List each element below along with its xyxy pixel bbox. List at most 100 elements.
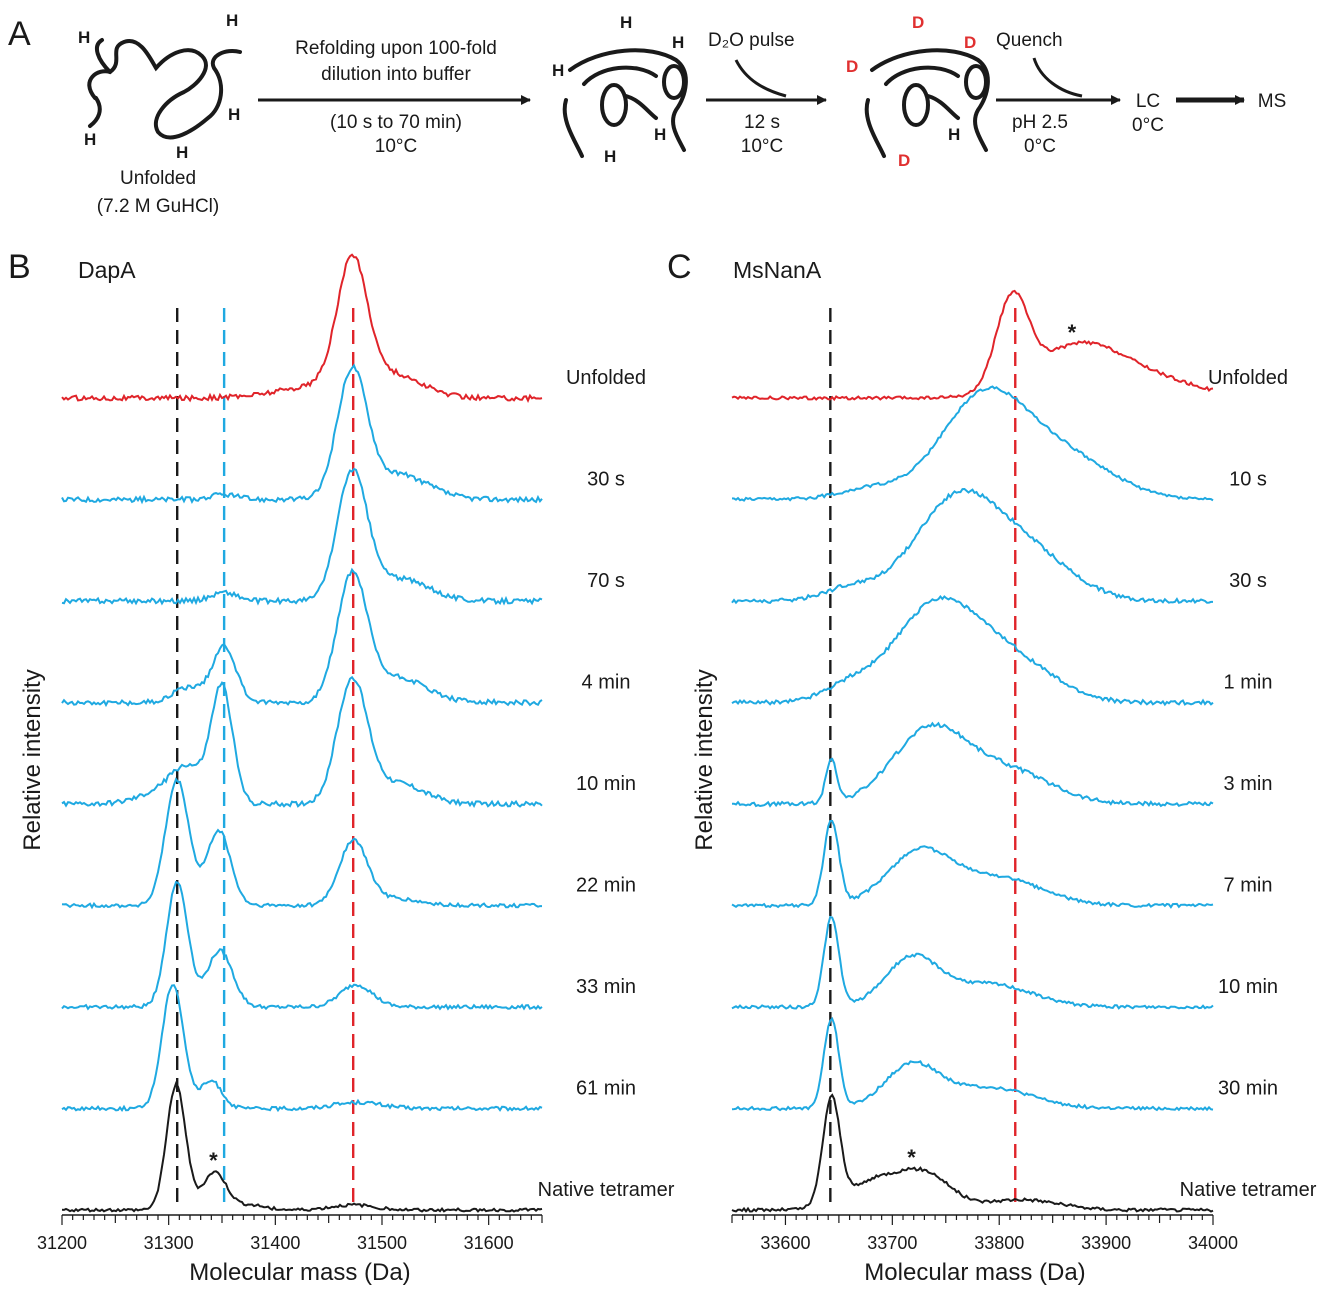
msnana-series-label: 30 min [1218, 1078, 1278, 1100]
quench-label: Quench [996, 30, 1063, 51]
msnana-series-label: 30 s [1229, 570, 1267, 592]
dapa-trace-61-min [61, 984, 543, 1113]
msnana-plot-area: Unfolded * 10 s 30 s 1 min 3 min 7 min 10 min 30… [731, 289, 1317, 1253]
msnana-chart-panel: C MsNanA Unfolded * 10 s 30 s 1 min 3 min 7 mi… [667, 248, 1317, 1286]
dapa-series-label: 30 s [587, 469, 625, 491]
msnana-series-label: 3 min [1224, 773, 1273, 795]
msnana-trace-1-min [731, 595, 1214, 707]
dapa-annotation-star: * [209, 1148, 218, 1173]
h-label: H [620, 13, 632, 32]
d2o-temp: 10°C [741, 136, 783, 157]
dapa-trace-native-tetramer [61, 1081, 543, 1213]
msnana-series-label: 1 min [1224, 672, 1273, 694]
dapa-series-label: 70 s [587, 570, 625, 592]
msnana-ylabel: Relative intensity [691, 669, 718, 850]
dapa-chart-panel: B DapA Unfolded 30 s 70 s 4 min 10 min 22 min… [8, 248, 675, 1286]
folded-protein-icon [562, 48, 688, 158]
scheme-panel: A H H H H H Unfolded (7.2 M GuHCl) Refol… [8, 11, 1286, 217]
dapa-x-tick-label: 31200 [37, 1233, 87, 1253]
h-label: H [552, 61, 564, 80]
dapa-x-tick-label: 31400 [250, 1233, 300, 1253]
dapa-trace-33-min [61, 880, 543, 1011]
h-label: H [176, 143, 188, 162]
dapa-series-label: 22 min [576, 875, 636, 897]
d2o-time: 12 s [744, 112, 780, 133]
deuterium-labels: D D D D H [846, 13, 976, 170]
dapa-title: DapA [78, 257, 136, 283]
dapa-x-tick-label: 31300 [144, 1233, 194, 1253]
refolding-text-2: dilution into buffer [321, 64, 471, 85]
dapa-plot-area: Unfolded 30 s 70 s 4 min 10 min 22 min 33 min 6… [37, 253, 675, 1253]
msnana-series-label: Native tetramer [1180, 1179, 1317, 1201]
dapa-trace-70-s [61, 467, 543, 606]
panel-label-c: C [667, 248, 692, 286]
d2o-inlet-icon [734, 59, 787, 98]
dapa-trace-10-min [61, 675, 543, 808]
dapa-ylabel: Relative intensity [19, 669, 46, 850]
quench-temp: 0°C [1024, 136, 1056, 157]
msnana-x-tick-label: 33700 [867, 1233, 917, 1253]
folded-h-labels: H H H H H [552, 13, 684, 166]
d-label: D [964, 33, 976, 52]
msnana-x-tick-label: 33600 [760, 1233, 810, 1253]
msnana-series-label: 7 min [1224, 875, 1273, 897]
msnana-title: MsNanA [733, 257, 822, 283]
unfolded-condition: (7.2 M GuHCl) [97, 196, 219, 217]
d-label: D [912, 13, 924, 32]
dapa-xlabel: Molecular mass (Da) [189, 1259, 410, 1286]
msnana-trace-3-min [732, 721, 1214, 808]
h-label: H [654, 125, 666, 144]
msnana-trace-30-min [731, 1016, 1214, 1112]
refolding-text-4: 10°C [375, 136, 417, 157]
h-label: H [226, 11, 238, 30]
msnana-trace-30-s [731, 487, 1213, 605]
d2o-pulse-label: D₂O pulse [708, 30, 795, 51]
dapa-series-label: Unfolded [566, 367, 646, 389]
msnana-series-label: 10 min [1218, 976, 1278, 998]
msnana-x-tick-label: 34000 [1188, 1233, 1238, 1253]
msnana-series-label: 10 s [1229, 469, 1267, 491]
refolding-text-3: (10 s to 70 min) [330, 112, 462, 133]
panel-label-a: A [8, 15, 31, 53]
msnana-series-label: Unfolded [1208, 367, 1288, 389]
lc-label: LC [1136, 91, 1160, 112]
d-label: D [846, 57, 858, 76]
h-label: H [228, 105, 240, 124]
msnana-x-tick-label: 33900 [1081, 1233, 1131, 1253]
dapa-trace-22-min [61, 777, 542, 910]
msnana-trace-native-tetramer [731, 1093, 1214, 1214]
h-label: H [672, 33, 684, 52]
dapa-series-label: 10 min [576, 773, 636, 795]
quench-ph: pH 2.5 [1012, 112, 1068, 133]
h-label: H [604, 147, 616, 166]
msnana-trace-7-min [731, 820, 1214, 909]
h-label: H [948, 125, 960, 144]
dapa-trace-unfolded [61, 253, 543, 403]
dapa-x-tick-label: 31500 [357, 1233, 407, 1253]
msnana-trace-10-min [731, 915, 1214, 1010]
ms-label: MS [1258, 91, 1287, 112]
dapa-trace-30-s [61, 363, 543, 505]
dapa-x-tick-label: 31600 [464, 1233, 514, 1253]
dapa-series-label: 33 min [576, 976, 636, 998]
dapa-series-label: 4 min [582, 672, 631, 694]
msnana-trace-unfolded [731, 289, 1214, 402]
h-label: H [84, 130, 96, 149]
quench-inlet-icon [1032, 57, 1083, 98]
msnana-xlabel: Molecular mass (Da) [864, 1259, 1085, 1286]
unfolded-h-labels: H H H H H [78, 11, 240, 162]
dapa-series-label: 61 min [576, 1078, 636, 1100]
msnana-x-tick-label: 33800 [974, 1233, 1024, 1253]
msnana-trace-10-s [731, 385, 1214, 502]
unfolded-chain-icon [87, 38, 242, 140]
panel-label-b: B [8, 248, 31, 286]
dapa-trace-4-min [61, 567, 543, 708]
h-label: H [78, 28, 90, 47]
deuterated-protein-icon [864, 48, 990, 158]
msnana-annotation-star: * [907, 1145, 916, 1170]
msnana-annotation-star: * [1068, 320, 1077, 345]
refolding-text-1: Refolding upon 100-fold [295, 38, 497, 59]
lc-temp: 0°C [1132, 115, 1164, 136]
d-label: D [898, 151, 910, 170]
